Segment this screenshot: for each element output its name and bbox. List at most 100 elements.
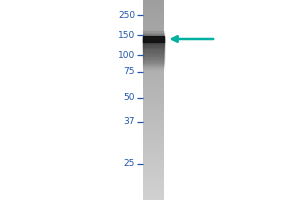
Bar (142, 105, 164, 106)
Bar (142, 168, 164, 169)
Bar (142, 188, 164, 189)
Bar (142, 61, 164, 62)
Bar (142, 30, 164, 31)
Bar (142, 52, 164, 57)
Bar (142, 41, 164, 46)
Bar (142, 95, 164, 96)
Bar (142, 136, 164, 137)
Bar (142, 26, 164, 27)
Bar (142, 42, 164, 46)
Bar (142, 104, 164, 105)
Bar (142, 21, 164, 22)
Text: 250: 250 (118, 10, 135, 20)
Bar (142, 106, 164, 107)
Bar (142, 69, 164, 70)
Bar (142, 66, 164, 67)
Bar (142, 83, 164, 84)
Bar (142, 172, 164, 173)
Bar (142, 133, 164, 134)
Bar (142, 178, 164, 179)
Bar (142, 75, 164, 76)
Bar (142, 86, 164, 87)
Bar (142, 87, 164, 88)
Bar (142, 110, 164, 111)
Bar (142, 154, 164, 155)
Bar (142, 196, 164, 197)
Bar (142, 33, 164, 34)
Bar (142, 175, 164, 176)
Bar (142, 61, 164, 66)
Bar (142, 48, 164, 53)
Bar (142, 44, 164, 48)
Bar (142, 23, 164, 24)
Bar (142, 16, 164, 17)
Bar (142, 147, 164, 148)
Bar (142, 20, 164, 21)
Bar (142, 1, 164, 2)
Bar (142, 27, 164, 28)
Bar (142, 46, 164, 51)
Bar (142, 194, 164, 195)
Bar (142, 197, 164, 198)
Bar (142, 52, 164, 53)
Bar (142, 125, 164, 126)
Bar (142, 43, 164, 44)
Bar (142, 36, 164, 37)
Bar (142, 120, 164, 121)
Bar (142, 54, 164, 59)
Bar (142, 36, 164, 42)
Bar (142, 119, 164, 120)
Bar (142, 11, 164, 12)
Bar (142, 53, 164, 58)
Bar (142, 111, 164, 112)
Bar (142, 31, 164, 47)
Bar (142, 191, 164, 192)
Bar (142, 40, 164, 45)
Bar (142, 177, 164, 178)
Bar (142, 180, 164, 181)
Bar (142, 47, 164, 48)
Bar (142, 39, 164, 40)
Bar (142, 76, 164, 77)
Text: 25: 25 (124, 160, 135, 168)
Bar (142, 124, 164, 125)
Bar (142, 118, 164, 119)
Bar (142, 107, 164, 108)
Bar (142, 39, 164, 44)
Bar (142, 50, 164, 55)
Bar (0, 0, 142, 200)
Bar (142, 122, 164, 123)
Bar (142, 68, 164, 69)
Bar (142, 134, 164, 135)
Bar (142, 82, 164, 83)
Bar (142, 113, 164, 114)
Bar (142, 112, 164, 113)
Bar (142, 50, 164, 55)
Bar (142, 62, 164, 68)
Bar (142, 143, 164, 144)
Bar (142, 51, 164, 52)
Bar (142, 49, 164, 54)
Bar (142, 46, 164, 51)
Bar (142, 181, 164, 182)
Bar (142, 126, 164, 127)
Bar (142, 138, 164, 139)
Bar (142, 58, 164, 63)
Bar (142, 40, 164, 46)
Bar (142, 144, 164, 145)
Bar (142, 153, 164, 154)
Bar (142, 55, 164, 60)
Bar (142, 35, 164, 36)
Bar (142, 141, 164, 142)
Bar (142, 123, 164, 124)
Bar (142, 170, 164, 171)
Bar (142, 59, 164, 60)
Bar (142, 156, 164, 157)
Bar (142, 65, 164, 70)
Bar (142, 73, 164, 74)
Bar (142, 51, 164, 56)
Bar (142, 108, 164, 109)
Bar (142, 36, 164, 42)
Bar (142, 40, 164, 45)
Bar (142, 74, 164, 75)
